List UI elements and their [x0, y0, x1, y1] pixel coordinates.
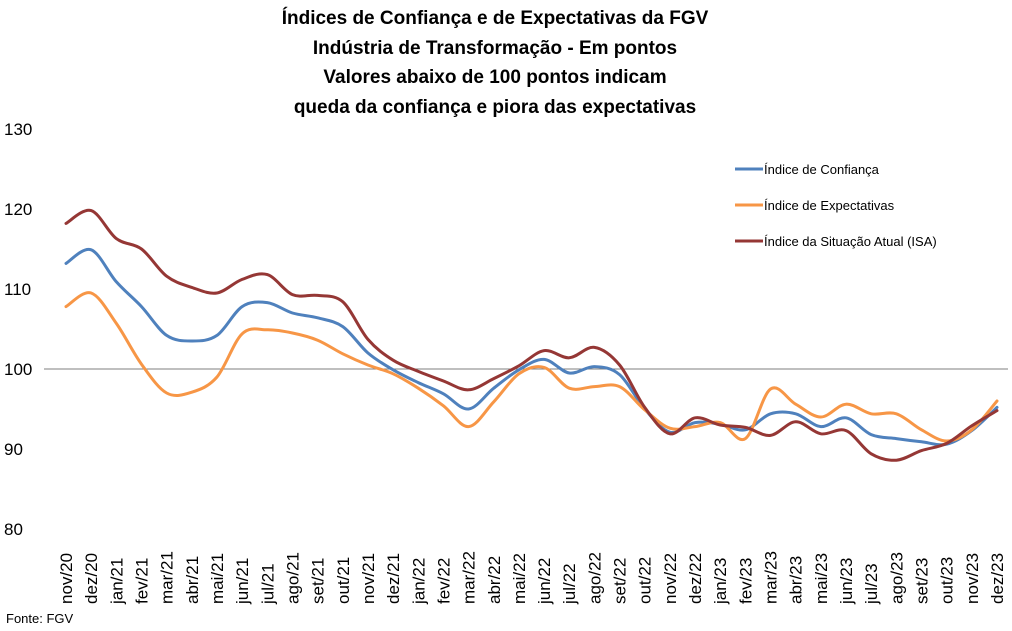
y-tick-label: 110	[4, 280, 31, 299]
x-tick-label: fev/22	[434, 558, 453, 604]
x-tick-label: out/22	[636, 557, 655, 604]
legend-label-indice-situacao-atual: Índice da Situação Atual (ISA)	[764, 234, 937, 249]
x-tick-label: fev/23	[736, 558, 755, 604]
series-line-indice-de-confianca	[64, 247, 999, 447]
x-tick-label: jul/21	[258, 563, 277, 605]
x-tick-label: set/23	[913, 558, 932, 604]
x-tick-label: dez/20	[82, 553, 101, 604]
x-tick-label: dez/23	[988, 553, 1007, 604]
legend: Índice de Confiança Índice de Expectativa…	[735, 162, 937, 249]
x-tick-label: jan/23	[711, 558, 730, 605]
x-tick-label: mai/21	[208, 553, 227, 604]
x-tick-label: jan/21	[107, 558, 126, 605]
series-line-indice-situacao-atual	[64, 208, 999, 462]
title-line-3: Valores abaixo de 100 pontos indicam	[323, 67, 667, 88]
x-tick-label: abr/21	[183, 556, 202, 604]
x-tick-label: set/21	[309, 558, 328, 604]
y-axis: 80 90 100 110 120 130	[4, 120, 32, 539]
x-tick-label: abr/22	[485, 556, 504, 604]
y-tick-label: 100	[4, 360, 32, 379]
x-tick-label: ago/21	[283, 552, 302, 604]
y-tick-label: 80	[4, 520, 23, 539]
y-tick-label: 120	[4, 200, 32, 219]
title-line-1: Índices de Confiança e de Expectativas d…	[281, 8, 709, 29]
x-tick-label: jun/23	[837, 558, 856, 605]
x-tick-label: ago/23	[887, 552, 906, 604]
x-tick-label: mar/22	[460, 551, 479, 604]
x-tick-label: mai/23	[812, 553, 831, 604]
x-tick-label: out/21	[334, 557, 353, 604]
x-tick-label: jan/22	[409, 558, 428, 605]
x-axis: nov/20 dez/20 jan/21 fev/21 mar/21 abr/21 mai/…	[57, 551, 1007, 605]
x-tick-label: nov/21	[359, 553, 378, 604]
x-tick-label: ago/22	[585, 552, 604, 604]
x-tick-label: mar/21	[158, 551, 177, 604]
y-tick-label: 90	[4, 440, 23, 459]
chart-title: Índices de Confiança e de Expectativas d…	[0, 4, 990, 122]
x-tick-label: nov/23	[963, 553, 982, 604]
title-line-4: queda da confiança e piora das expectati…	[293, 96, 697, 118]
x-tick-label: abr/23	[787, 556, 806, 604]
legend-label-indice-de-expectativas: Índice de Expectativas	[764, 198, 895, 213]
x-tick-label: nov/20	[57, 553, 76, 604]
title-line-2: Indústria de Transformação - Em pontos	[312, 37, 678, 59]
x-tick-label: jun/22	[535, 558, 554, 605]
x-tick-label: jun/21	[233, 558, 252, 605]
x-tick-label: fev/21	[132, 558, 151, 604]
x-tick-label: set/22	[611, 558, 630, 604]
x-tick-label: nov/22	[661, 553, 680, 604]
series-line-indice-de-expectativas	[64, 291, 999, 443]
x-tick-label: jul/22	[560, 563, 579, 605]
x-tick-label: out/23	[938, 557, 957, 604]
x-tick-label: dez/22	[686, 553, 705, 604]
x-tick-label: jul/23	[862, 563, 881, 605]
series-layer	[64, 208, 999, 462]
x-tick-label: mar/23	[762, 551, 781, 604]
legend-label-indice-de-confianca: Índice de Confiança	[764, 162, 880, 177]
x-tick-label: mai/22	[510, 553, 529, 604]
y-tick-label: 130	[4, 120, 32, 139]
source-note: Fonte: FGV	[6, 611, 74, 626]
x-tick-label: dez/21	[384, 553, 403, 604]
